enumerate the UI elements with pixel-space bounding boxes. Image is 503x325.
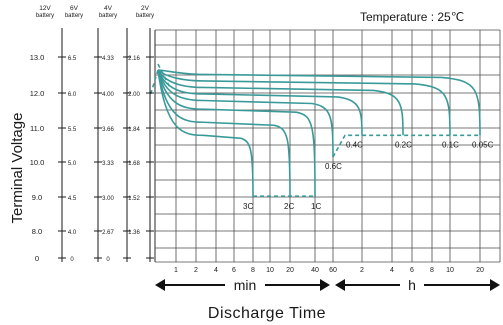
start-dash [149, 63, 171, 97]
axis-header-voltage: 4V [104, 5, 113, 12]
x-unit-h: h [408, 277, 416, 293]
voltage-tick-label: 4.0 [68, 230, 77, 236]
x-axis-title: Discharge Time [208, 305, 326, 322]
voltage-tick-label: 1.52 [128, 196, 140, 202]
axis-header-battery: battery [36, 13, 54, 19]
axis-header-voltage: 12V [39, 5, 51, 12]
h-label-bg [400, 277, 424, 293]
x-tick-label: 20 [286, 267, 294, 274]
axis-header-battery: battery [65, 13, 83, 19]
voltage-tick-label: 2.67 [102, 230, 114, 236]
voltage-tick-label: 5.0 [68, 161, 77, 167]
series-label: 0.2C [395, 140, 412, 149]
voltage-tick-label: 13.0 [30, 53, 45, 62]
series-label: 0.1C [442, 140, 459, 149]
y-axis-title: Terminal Voltage [9, 113, 26, 224]
hour-range-arrow-head-right [490, 279, 500, 291]
discharge-curve [157, 69, 316, 197]
series-label: 0.6C [325, 162, 342, 171]
axis-header-battery: battery [136, 13, 154, 19]
x-tick-label: 10 [446, 267, 454, 274]
voltage-tick-label: 5.5 [68, 127, 77, 133]
cutoff-line-high-rate [332, 134, 480, 158]
voltage-tick-label: 4.33 [102, 56, 114, 62]
voltage-tick-label: 8.0 [32, 227, 42, 236]
voltage-tick-label: 6.5 [68, 56, 77, 62]
voltage-tick-label: 2.16 [128, 56, 140, 62]
series-label: 1C [311, 202, 321, 211]
x-tick-label: 8 [430, 267, 434, 274]
voltage-tick-label: 11.0 [30, 124, 44, 133]
voltage-tick-label: 1.84 [128, 127, 140, 133]
axes-layer: 12Vbattery13.012.011.010.09.08.006Vbatte… [30, 5, 500, 293]
x-tick-label: 2 [194, 267, 198, 274]
series-label: 0.05C [472, 140, 494, 149]
discharge-curve [157, 69, 451, 136]
x-tick-label: 20 [476, 267, 484, 274]
curves-layer: 3C 2C 1C 0.6C 0.4C 0.2C 0.1C 0.05C [149, 63, 494, 211]
grid-layer [154, 29, 501, 263]
voltage-tick-label: 1.68 [128, 161, 140, 167]
voltage-tick-label: 9.0 [32, 193, 42, 202]
min-range-arrow-head-right [320, 279, 330, 291]
discharge-curve [157, 69, 404, 136]
voltage-tick-label: 4.00 [102, 92, 114, 98]
axis-header-battery: battery [99, 13, 117, 19]
discharge-curve [157, 69, 481, 136]
chart-title: Temperature : 25℃ [360, 10, 464, 24]
axis-header-voltage: 6V [70, 5, 79, 12]
x-tick-label: 10 [266, 267, 274, 274]
voltage-tick-label: 12.0 [30, 89, 45, 98]
discharge-curve [157, 69, 254, 197]
hour-range-arrow-head-left [335, 279, 345, 291]
x-unit-min: min [234, 277, 257, 293]
min-label-bg [225, 277, 265, 293]
voltage-tick-label: 0 [35, 254, 39, 263]
voltage-tick-label: 6.0 [68, 92, 77, 98]
voltage-tick-label: 3.33 [102, 161, 114, 167]
x-tick-label: 2 [360, 267, 364, 274]
voltage-tick-label: 4.5 [68, 196, 77, 202]
x-tick-label: 6 [410, 267, 414, 274]
x-tick-label: 1 [174, 267, 178, 274]
voltage-tick-label: 0 [70, 257, 74, 263]
voltage-tick-label: 10.0 [30, 158, 45, 167]
x-tick-label: 4 [214, 267, 218, 274]
x-tick-label: 8 [251, 267, 255, 274]
voltage-tick-label: 3.66 [102, 127, 114, 133]
voltage-tick-label: 3.00 [102, 196, 114, 202]
discharge-curve [157, 69, 334, 158]
voltage-tick-label: 2.00 [128, 92, 140, 98]
voltage-tick-label: 0 [106, 257, 110, 263]
voltage-tick-label: 1.36 [128, 230, 140, 236]
x-tick-label: 60 [329, 267, 337, 274]
series-label: 2C [284, 202, 294, 211]
axis-header-voltage: 2V [141, 5, 150, 12]
x-tick-label: 40 [311, 267, 319, 274]
discharge-curve [157, 69, 291, 197]
series-label: 3C [243, 202, 253, 211]
x-tick-label: 6 [232, 267, 236, 274]
x-tick-label: 4 [390, 267, 394, 274]
min-range-arrow-head-left [155, 279, 165, 291]
series-label: 0.4C [346, 140, 363, 149]
